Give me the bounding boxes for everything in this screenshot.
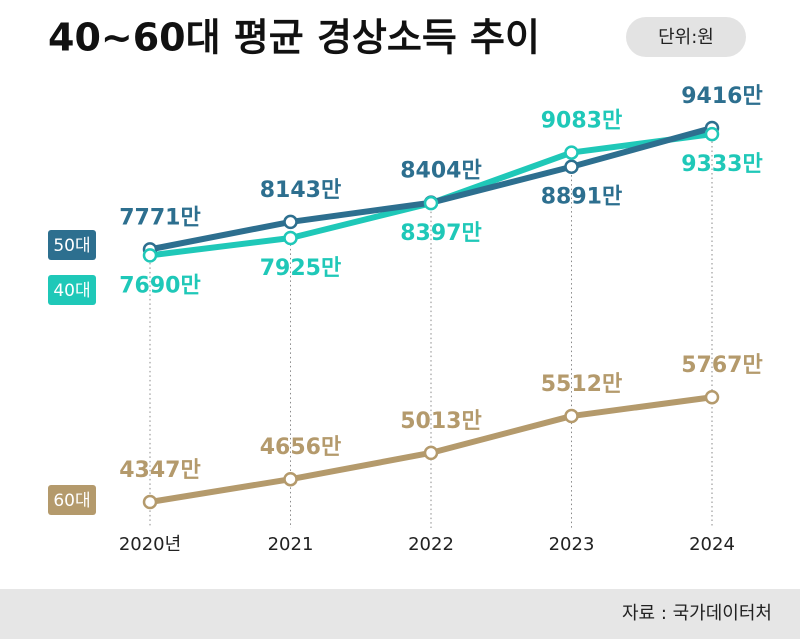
data-label: 5767만 xyxy=(681,353,762,378)
data-label: 8404만 xyxy=(400,159,481,184)
data-label: 9416만 xyxy=(681,84,762,109)
data-label: 5013만 xyxy=(400,409,481,434)
data-label: 4656만 xyxy=(260,435,341,460)
legend-swatch xyxy=(48,230,96,260)
data-point xyxy=(564,159,579,174)
data-label: 5512만 xyxy=(541,372,622,397)
data-point xyxy=(564,145,579,160)
x-tick-label: 2020년 xyxy=(119,534,181,555)
legend-swatch xyxy=(48,485,96,515)
legend-swatch xyxy=(48,275,96,305)
data-label: 7690만 xyxy=(119,273,200,298)
legend-label: 40대 xyxy=(53,281,90,301)
data-label: 4347만 xyxy=(119,458,200,483)
x-tick-label: 2022 xyxy=(408,534,454,555)
legend-label: 60대 xyxy=(53,491,90,511)
legend-label: 50대 xyxy=(53,236,90,256)
unit-badge xyxy=(626,17,746,57)
footer xyxy=(0,589,800,639)
data-point xyxy=(704,126,720,142)
data-point xyxy=(564,408,579,424)
data-label: 8143만 xyxy=(260,178,341,203)
data-label: 8397만 xyxy=(400,221,481,246)
data-label: 8891만 xyxy=(541,185,622,210)
data-label: 7925만 xyxy=(260,256,341,281)
plot-area: 2020년 2021 2022 2023 2024 7771만 8143만 8404만 8891… xyxy=(48,84,763,555)
data-label: 7771만 xyxy=(119,205,200,230)
source: 자료 : 국가데이터처 xyxy=(622,603,772,624)
x-tick-label: 2021 xyxy=(268,534,314,555)
data-point xyxy=(142,494,158,510)
data-point xyxy=(283,471,298,487)
data-label: 9333만 xyxy=(681,152,762,177)
data-point xyxy=(423,445,439,461)
unit-note: 단위:원 xyxy=(658,27,714,48)
data-point xyxy=(142,248,158,263)
data-label: 9083만 xyxy=(541,109,622,134)
data-point xyxy=(283,214,298,230)
x-tick-label: 2024 xyxy=(689,534,735,555)
x-tick-label: 2023 xyxy=(549,534,595,555)
data-point xyxy=(704,389,720,405)
data-point xyxy=(283,230,298,246)
data-point xyxy=(423,195,439,211)
chart-title: 40~60대 평균 경상소득 추이 xyxy=(48,16,540,60)
